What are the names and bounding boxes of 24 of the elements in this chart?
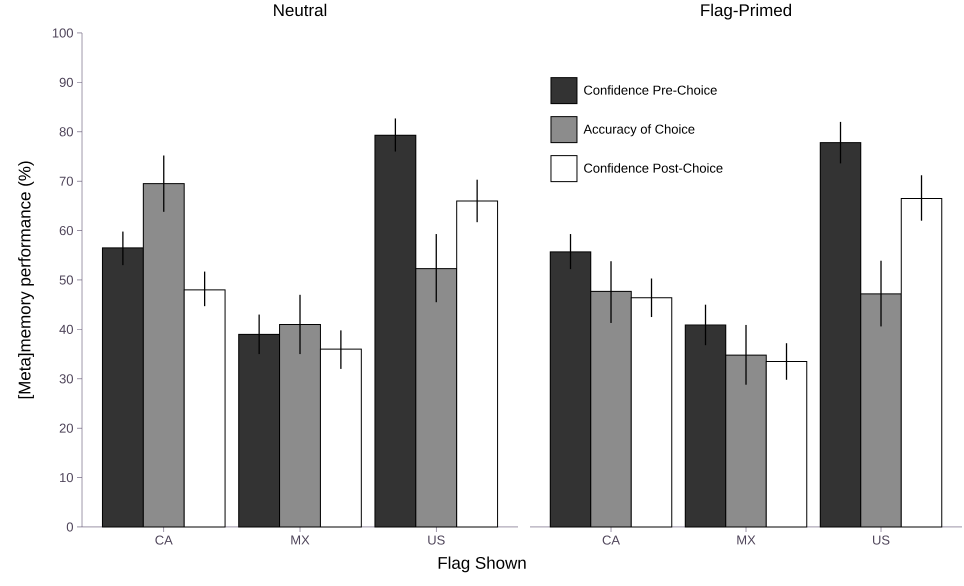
y-tick-label: 100 (52, 28, 73, 38)
chart-title: Neutral (274, 4, 326, 16)
x-tick-label: MX (291, 536, 310, 544)
y-tick-label: 90 (60, 78, 73, 87)
y-tick-label: 50 (60, 275, 73, 285)
x-axis-title: Flag Shown (438, 556, 526, 572)
y-tick-label: 70 (60, 176, 73, 186)
legend-label: Confidence Post-Choice (584, 163, 723, 173)
y-tick-label: 60 (60, 226, 73, 236)
y-tick-label: 10 (60, 472, 73, 482)
legend-label: Confidence Pre-Choice (584, 85, 717, 95)
y-tick-label: 30 (60, 374, 73, 384)
y-axis-title: [Meta]memory performance (%) (18, 162, 34, 398)
y-tick-label: 80 (60, 127, 73, 136)
x-tick-label: US (428, 536, 445, 545)
chart-title: Flag-Primed (701, 4, 792, 20)
y-tick-label: 20 (60, 424, 73, 433)
y-tick-label: 40 (59, 324, 73, 334)
x-tick-label: CA (155, 536, 173, 545)
x-tick-label: MX (737, 536, 756, 544)
x-tick-label: CA (602, 536, 620, 545)
y-tick-label: 0 (66, 522, 73, 532)
legend-label: Accuracy of Choice (583, 124, 694, 136)
x-tick-label: US (873, 536, 890, 545)
